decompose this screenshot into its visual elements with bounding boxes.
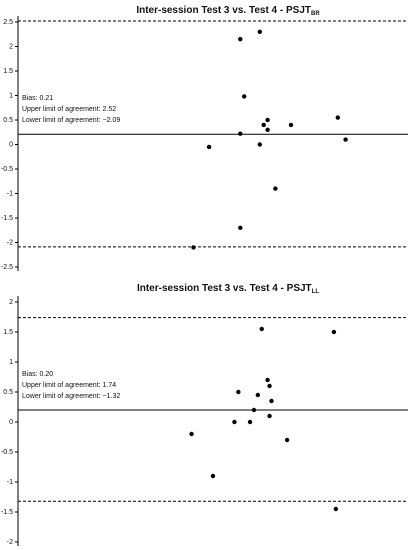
data-point [343, 137, 348, 142]
data-point [210, 473, 216, 479]
data-point [255, 392, 261, 398]
annotation: Lower limit of agreement: −2.09 [22, 117, 120, 124]
data-point [247, 419, 253, 425]
y-tick-label: -1.5 [1, 215, 13, 222]
y-tick-label: 1 [9, 92, 13, 99]
annotation: Bias: 0.21 [22, 95, 53, 102]
data-point [251, 407, 257, 413]
data-point [265, 377, 270, 383]
data-point [273, 186, 278, 191]
y-tick-label: -1 [7, 479, 13, 486]
data-point [261, 122, 266, 128]
y-tick-label: 2.5 [3, 19, 13, 26]
y-tick-label: -0.5 [1, 166, 13, 173]
data-point [236, 389, 241, 395]
data-point [238, 225, 243, 230]
y-tick-label: 2 [9, 299, 13, 306]
y-tick-label: 0 [9, 141, 13, 148]
y-tick-label: 0 [9, 419, 13, 426]
title-subscript: LL [312, 289, 320, 295]
data-point [242, 94, 247, 99]
annotation: Lower limit of agreement: −1.32 [22, 393, 120, 400]
data-point [333, 506, 339, 512]
data-point [288, 122, 294, 128]
y-tick-label: -1 [7, 190, 13, 197]
data-point [191, 245, 196, 250]
data-point [267, 383, 272, 389]
y-tick-label: -2 [7, 539, 13, 546]
y-tick-label: 0.5 [3, 389, 13, 396]
y-tick-label: 1 [9, 359, 13, 366]
y-tick-label: -0.5 [1, 449, 13, 456]
data-point [259, 326, 264, 332]
data-point [206, 144, 212, 150]
data-point [267, 413, 272, 419]
title-subscript: BR [311, 11, 320, 17]
y-tick-label: 1.5 [3, 329, 13, 336]
y-tick-label: 1.5 [3, 68, 13, 75]
y-tick-label: -1.5 [1, 509, 13, 516]
y-tick-label: -2.5 [1, 264, 13, 271]
data-point [238, 131, 243, 136]
data-point [335, 115, 340, 120]
data-point [257, 29, 262, 34]
data-point [265, 117, 270, 123]
annotation: Upper limit of agreement: 2.52 [22, 106, 116, 113]
annotation: Upper limit of agreement: 1.74 [22, 382, 116, 389]
annotation: Bias: 0.20 [22, 371, 53, 378]
chart-title: Inter-session Test 3 vs. Test 4 - PSJTBR [136, 5, 320, 17]
data-point [232, 419, 237, 425]
y-tick-label: 0.5 [3, 117, 13, 124]
title-text: Inter-session Test 3 vs. Test 4 - PSJT [137, 283, 312, 294]
data-point [284, 437, 290, 443]
data-point [331, 329, 337, 335]
data-point [238, 36, 243, 42]
data-point [257, 142, 262, 147]
data-point [265, 127, 270, 132]
data-point [189, 431, 194, 437]
y-tick-label: 2 [9, 43, 13, 50]
y-tick-label: -2 [7, 239, 13, 246]
chart-title: Inter-session Test 3 vs. Test 4 - PSJTLL [137, 283, 319, 295]
data-point [269, 398, 274, 404]
title-text: Inter-session Test 3 vs. Test 4 - PSJT [136, 5, 311, 16]
